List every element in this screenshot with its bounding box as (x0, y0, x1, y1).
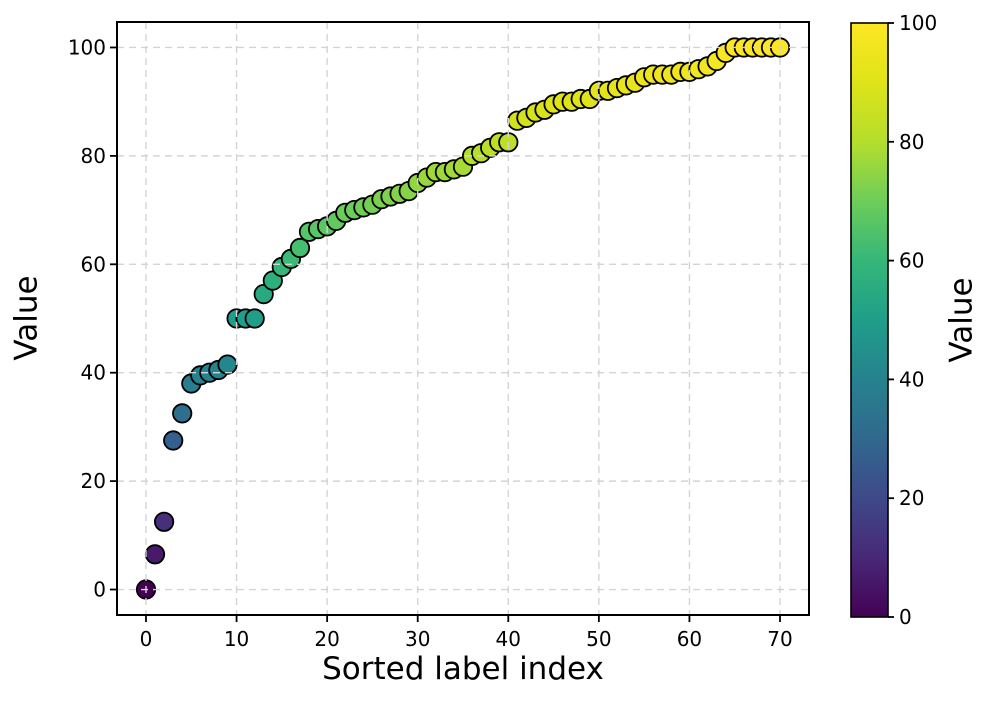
x-tick-label: 50 (586, 627, 611, 651)
y-tick-label: 20 (81, 469, 106, 493)
x-tick-label: 20 (314, 627, 339, 651)
y-tick-label: 60 (81, 252, 106, 276)
x-tick-label: 10 (224, 627, 249, 651)
scatter-point (289, 237, 311, 259)
x-tick-label: 70 (767, 627, 792, 651)
x-tick-label: 40 (496, 627, 521, 651)
tick-labels: 0 10 20 30 40 50 60 70 0 20 40 60 80 100 (68, 35, 793, 651)
colorbar-tick-label: 0 (899, 605, 912, 629)
colorbar-label: Value (943, 277, 980, 363)
x-axis-label: Sorted label index (322, 651, 604, 687)
colorbar-tick-label: 20 (899, 486, 924, 510)
scatter-point (172, 403, 193, 424)
grid-lines (117, 22, 809, 615)
axes-spines (116, 21, 810, 616)
x-tick-label: 0 (140, 627, 153, 651)
scatter-point (144, 544, 166, 565)
x-tick-label: 60 (677, 627, 702, 651)
axis-ticks (110, 46, 781, 622)
scatter-point (163, 430, 184, 451)
colorbar-tick-labels: 0 20 40 60 80 100 (899, 11, 937, 629)
scatter-point (217, 354, 238, 375)
scatter-point (244, 308, 265, 329)
scatter-point (154, 511, 175, 532)
y-tick-label: 100 (68, 35, 106, 59)
y-tick-label: 80 (81, 144, 106, 168)
x-tick-label: 30 (405, 627, 430, 651)
colorbar-ticks (888, 22, 894, 618)
colorbar-tick-label: 80 (899, 130, 924, 154)
y-tick-label: 0 (93, 578, 106, 602)
data-points (135, 37, 791, 600)
colorbar-tick-label: 100 (899, 11, 937, 35)
y-tick-label: 40 (81, 361, 106, 385)
y-axis-label: Value (8, 275, 45, 361)
colorbar-tick-label: 40 (899, 367, 924, 391)
colorbar (850, 22, 889, 618)
colorbar-tick-label: 60 (899, 249, 924, 273)
